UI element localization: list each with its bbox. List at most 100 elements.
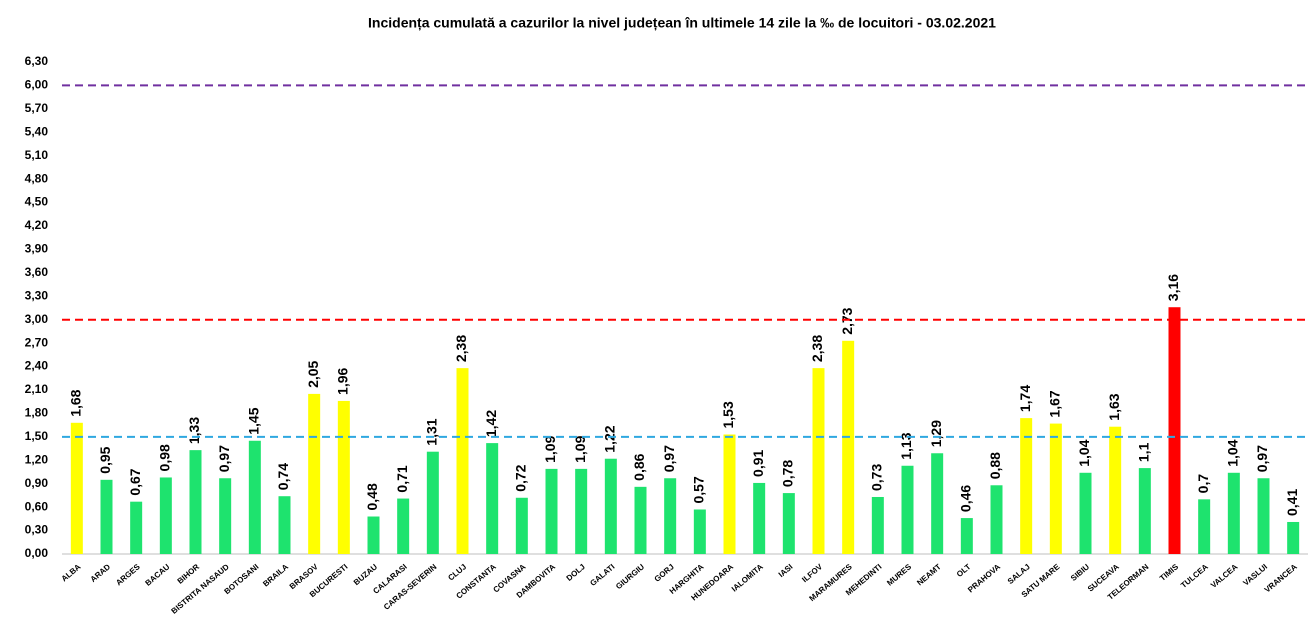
value-label: 0,41 bbox=[1284, 489, 1300, 516]
value-label: 0,74 bbox=[275, 463, 291, 490]
y-tick-label: 5,70 bbox=[25, 101, 49, 115]
value-label: 0,67 bbox=[127, 468, 143, 495]
x-tick-label: VASLUI bbox=[1241, 562, 1269, 587]
x-tick-label: TULCEA bbox=[1179, 562, 1210, 590]
y-tick-label: 1,20 bbox=[25, 452, 49, 466]
bar bbox=[1257, 478, 1270, 554]
value-label: 0,48 bbox=[364, 483, 380, 510]
value-label: 1,67 bbox=[1047, 390, 1063, 417]
bar bbox=[1168, 307, 1181, 554]
value-label: 1,42 bbox=[483, 410, 499, 437]
x-tick-label: ARGES bbox=[114, 562, 142, 588]
x-tick-label: ARAD bbox=[89, 562, 113, 584]
y-tick-label: 3,60 bbox=[25, 265, 49, 279]
value-label: 0,71 bbox=[394, 465, 410, 492]
y-tick-label: 5,40 bbox=[25, 124, 49, 138]
bar bbox=[960, 518, 973, 554]
bar bbox=[159, 477, 172, 554]
x-tick-label: SALAJ bbox=[1006, 562, 1032, 586]
bar bbox=[693, 509, 706, 554]
value-label: 1,63 bbox=[1106, 393, 1122, 420]
y-tick-label: 3,90 bbox=[25, 242, 49, 256]
value-label: 1,53 bbox=[720, 401, 736, 428]
bar bbox=[842, 340, 855, 554]
value-label: 1,04 bbox=[1225, 439, 1241, 466]
value-label: 1,1 bbox=[1136, 442, 1152, 462]
y-tick-label: 0,90 bbox=[25, 476, 49, 490]
x-tick-label: GORJ bbox=[653, 562, 676, 583]
bar bbox=[130, 501, 143, 554]
bar bbox=[397, 498, 410, 554]
y-tick-label: 2,70 bbox=[25, 335, 49, 349]
bar bbox=[1227, 472, 1240, 554]
bar bbox=[575, 468, 588, 554]
value-label: 2,38 bbox=[453, 335, 469, 362]
value-label: 1,22 bbox=[602, 425, 618, 452]
value-label: 0,98 bbox=[157, 444, 173, 471]
x-tick-label: MURES bbox=[885, 562, 913, 588]
value-label: 1,68 bbox=[68, 389, 84, 416]
value-label: 1,13 bbox=[898, 432, 914, 459]
value-label: 1,33 bbox=[186, 417, 202, 444]
x-tick-label: NEAMT bbox=[915, 562, 943, 587]
y-tick-label: 5,10 bbox=[25, 148, 49, 162]
bar bbox=[1049, 423, 1062, 554]
bar bbox=[990, 485, 1003, 554]
bar bbox=[278, 496, 291, 554]
bar bbox=[308, 393, 321, 554]
value-label: 0,57 bbox=[691, 476, 707, 503]
value-label: 0,88 bbox=[987, 452, 1003, 479]
bar bbox=[604, 458, 617, 554]
y-tick-label: 2,10 bbox=[25, 382, 49, 396]
bar bbox=[1138, 468, 1151, 554]
x-tick-label: BUZAU bbox=[352, 562, 379, 587]
value-label: 0,97 bbox=[1254, 445, 1270, 472]
y-tick-label: 6,30 bbox=[25, 54, 49, 68]
value-label: 0,78 bbox=[780, 460, 796, 487]
value-label: 0,97 bbox=[661, 445, 677, 472]
x-tick-label: BIHOR bbox=[176, 562, 202, 586]
y-tick-label: 0,00 bbox=[25, 546, 49, 560]
y-tick-label: 4,50 bbox=[25, 195, 49, 209]
x-tick-label: PRAHOVA bbox=[966, 562, 1002, 594]
y-tick-label: 3,30 bbox=[25, 288, 49, 302]
x-tick-label: SIBIU bbox=[1069, 562, 1091, 583]
bar bbox=[248, 440, 261, 554]
value-label: 0,73 bbox=[869, 464, 885, 491]
x-tick-label: ILFOV bbox=[800, 562, 824, 584]
value-label: 2,05 bbox=[305, 360, 321, 387]
x-tick-label: CARAS-SEVERIN bbox=[382, 562, 439, 612]
value-label: 0,91 bbox=[750, 449, 766, 476]
bar bbox=[219, 478, 232, 554]
bar bbox=[456, 368, 469, 554]
x-tick-label: ALBA bbox=[60, 562, 83, 583]
value-label: 1,74 bbox=[1017, 385, 1033, 412]
x-tick-label: VALCEA bbox=[1209, 562, 1240, 590]
value-label: 1,09 bbox=[542, 435, 558, 462]
value-label: 0,95 bbox=[97, 446, 113, 473]
y-tick-label: 0,30 bbox=[25, 523, 49, 537]
value-label: 1,31 bbox=[424, 418, 440, 445]
y-tick-label: 1,50 bbox=[25, 429, 49, 443]
value-label: 2,38 bbox=[809, 335, 825, 362]
x-tick-label: DOLJ bbox=[565, 562, 587, 583]
bar bbox=[70, 422, 83, 554]
bar bbox=[486, 443, 499, 554]
value-label: 0,72 bbox=[513, 464, 529, 491]
x-tick-label: BRAILA bbox=[261, 562, 290, 588]
bar bbox=[189, 450, 202, 554]
bar bbox=[664, 478, 677, 554]
bar bbox=[901, 465, 914, 554]
value-label: 1,09 bbox=[572, 435, 588, 462]
bar bbox=[1020, 418, 1033, 554]
x-tick-label: OLT bbox=[955, 562, 973, 579]
x-tick-label: IASI bbox=[777, 562, 795, 579]
value-label: 2,73 bbox=[839, 307, 855, 334]
x-tick-label: CLUJ bbox=[446, 562, 468, 582]
bar bbox=[337, 400, 350, 554]
x-tick-label: IALOMITA bbox=[730, 562, 765, 594]
bar bbox=[1198, 499, 1211, 554]
bar bbox=[515, 497, 528, 554]
bar bbox=[100, 479, 113, 554]
